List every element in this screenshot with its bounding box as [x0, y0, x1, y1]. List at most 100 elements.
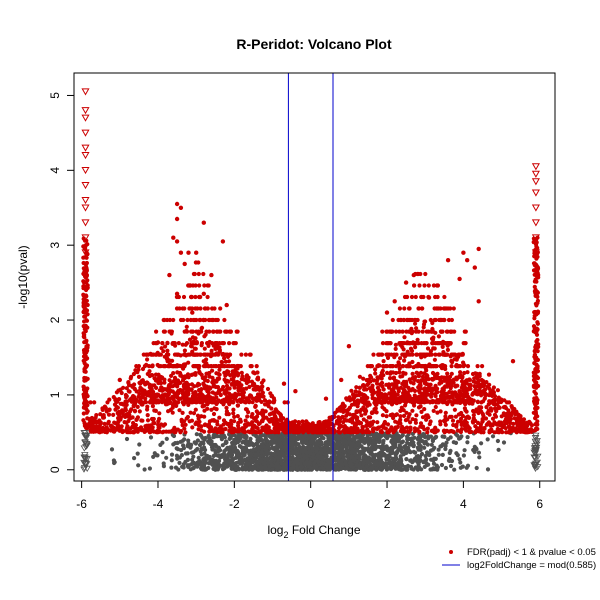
cloud-point — [111, 412, 116, 417]
cloud-point — [308, 444, 313, 449]
cloud-point — [400, 364, 405, 369]
cloud-point — [124, 436, 130, 442]
cloud-point — [441, 418, 447, 423]
cloud-point — [279, 461, 284, 466]
cloud-point — [221, 341, 226, 346]
cloud-point — [221, 418, 227, 423]
cloud-point — [435, 386, 440, 391]
cloud-point — [368, 436, 373, 441]
cloud-point — [399, 449, 404, 454]
cloud-point — [464, 378, 469, 383]
cloud-point — [339, 459, 344, 464]
cloud-point — [507, 429, 512, 434]
cloud-point — [238, 419, 243, 424]
cloud-point — [489, 427, 494, 432]
cloud-point — [454, 424, 459, 429]
cloud-point — [161, 423, 166, 428]
cloud-point — [152, 451, 157, 456]
cloud-point — [138, 381, 143, 386]
cloud-point — [132, 429, 137, 434]
cloud-point — [202, 414, 207, 419]
cloud-point — [375, 376, 381, 381]
cloud-point — [445, 347, 450, 352]
cloud-point — [260, 408, 265, 413]
cloud-point — [182, 375, 188, 380]
cloud-point — [208, 438, 213, 443]
cloud-point — [160, 400, 165, 405]
cloud-point — [211, 411, 217, 417]
cloud-point — [213, 442, 218, 448]
cloud-point — [308, 451, 313, 456]
cloud-point — [248, 464, 253, 469]
cloud-point — [431, 335, 436, 340]
cloud-point — [250, 383, 255, 388]
cloud-point — [361, 455, 366, 460]
cloud-point — [412, 435, 417, 440]
cloud-point — [254, 364, 259, 369]
cloud-point — [125, 424, 130, 429]
cloud-point — [341, 428, 346, 433]
cloud-point — [298, 454, 303, 459]
cloud-point — [459, 434, 464, 439]
cloud-point — [450, 360, 455, 365]
cloud-point — [205, 294, 210, 300]
cloud-point — [336, 415, 341, 420]
cloud-point — [399, 440, 404, 445]
cloud-point — [240, 440, 245, 445]
cloud-point — [378, 429, 383, 434]
cloud-point — [424, 457, 429, 462]
cloud-point — [180, 400, 185, 405]
cloud-point — [118, 417, 123, 422]
cloud-point — [222, 465, 227, 471]
cloud-point — [193, 346, 198, 351]
cloud-point — [476, 450, 481, 455]
cloud-point — [525, 420, 530, 425]
cloud-point — [413, 345, 418, 350]
cloud-point — [321, 467, 326, 472]
cloud-point — [242, 447, 247, 453]
cloud-point — [282, 462, 287, 467]
cloud-point — [260, 438, 265, 443]
cloud-point — [422, 407, 427, 412]
cloud-point — [270, 467, 275, 472]
cloud-point — [483, 416, 489, 421]
cloud-point — [136, 463, 141, 468]
cloud-point — [426, 283, 431, 288]
cloud-point — [398, 356, 403, 361]
cloud-point — [384, 464, 389, 470]
cloud-point — [248, 440, 253, 445]
cloud-point — [181, 446, 186, 451]
cloud-point — [270, 400, 276, 405]
cloud-point — [203, 460, 208, 465]
cloud-point — [183, 430, 188, 435]
cloud-point — [136, 364, 141, 369]
cloud-point — [302, 461, 307, 466]
cloud-point — [197, 283, 202, 288]
cloud-point — [132, 456, 137, 461]
cloud-point — [365, 382, 370, 387]
cloud-point — [357, 452, 362, 457]
cloud-point — [402, 444, 407, 450]
cloud-point — [189, 294, 194, 300]
cloud-point — [145, 413, 150, 418]
cloud-point — [203, 467, 208, 472]
cloud-point — [490, 434, 496, 439]
cloud-point — [238, 397, 244, 402]
cloud-point — [316, 422, 321, 427]
cloud-point — [371, 426, 376, 431]
cloud-point — [493, 414, 499, 419]
cloud-point — [392, 429, 397, 434]
cloud-point — [361, 461, 366, 466]
cloud-point — [462, 329, 467, 334]
cloud-point — [192, 271, 197, 277]
cloud-point — [139, 387, 144, 392]
cloud-point — [133, 400, 138, 405]
cloud-point — [217, 329, 222, 334]
cloud-point — [145, 418, 151, 423]
cloud-point — [374, 466, 379, 472]
cloud-point — [228, 399, 233, 404]
cloud-point — [195, 352, 200, 357]
cloud-point — [93, 425, 98, 430]
cloud-point — [354, 467, 359, 472]
cloud-point — [411, 444, 416, 449]
